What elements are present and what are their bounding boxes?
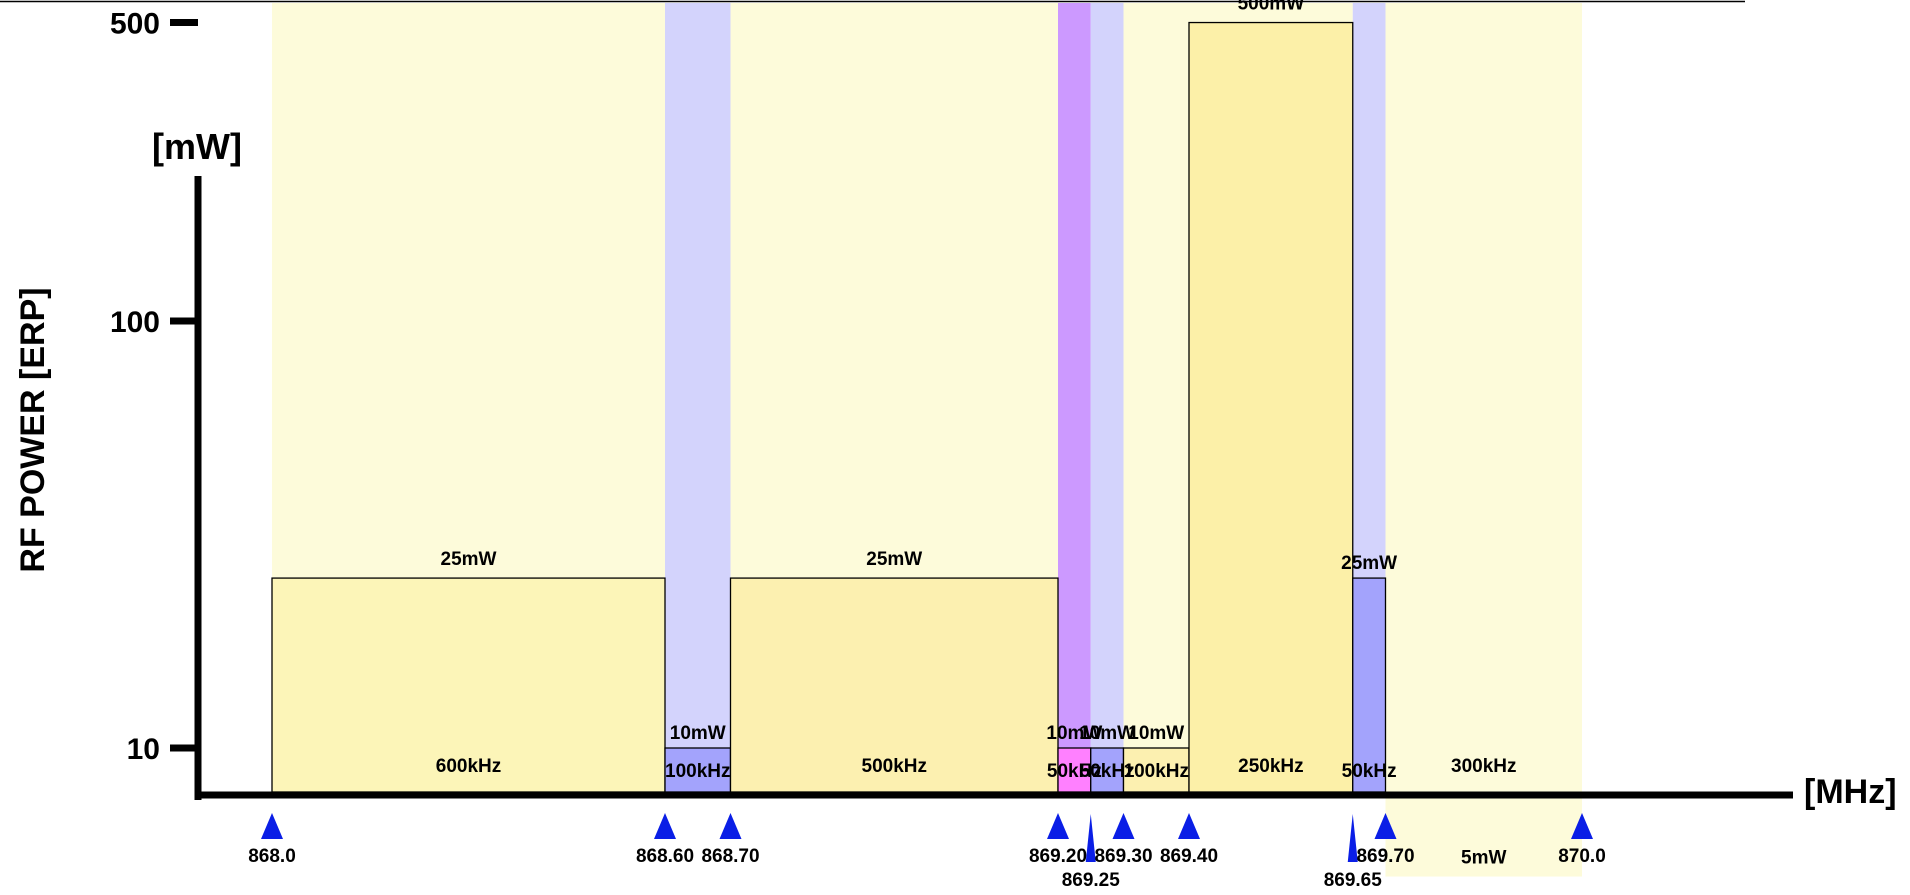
band-background	[1189, 3, 1353, 23]
band-background	[1090, 3, 1124, 748]
band-background	[272, 3, 665, 579]
x-axis-label: [MHz]	[1804, 773, 1897, 811]
x-tick-triangle-marker	[1178, 813, 1200, 839]
bandwidth-label: 100kHz	[1124, 761, 1190, 782]
power-label: 25mW	[866, 549, 922, 570]
band-bar	[1057, 747, 1092, 793]
x-tick-triangle-marker	[1112, 813, 1135, 839]
x-tick-triangle-marker	[261, 813, 283, 839]
y-tick-layer: 10 100 500	[110, 8, 198, 766]
y-tick-label: 500	[110, 8, 160, 41]
power-label: 10mW	[1079, 723, 1135, 744]
band-label-layer: 25mW600kHz10mW100kHz25mW500kHz10mW50kHz1…	[436, 0, 1517, 869]
x-tick-label: 869.40	[1160, 846, 1218, 867]
band-background	[730, 3, 1058, 579]
band-bar	[729, 577, 1059, 793]
bandwidth-label: 100kHz	[665, 761, 731, 782]
x-tick-label: 870.0	[1558, 846, 1606, 867]
x-tick-label: 868.0	[248, 846, 296, 867]
bandwidth-label: 300kHz	[1451, 756, 1517, 777]
band-background	[1058, 3, 1091, 748]
x-tick-label: 869.20	[1029, 846, 1087, 867]
y-tick-label: 10	[127, 733, 160, 766]
bandwidth-label: 600kHz	[436, 756, 502, 777]
band-background	[1385, 3, 1582, 877]
x-tick-triangle-marker	[654, 813, 676, 839]
x-tick-layer: 868.0 868.60 868.70 869.20 869.25 869.30 869.4…	[248, 813, 1606, 891]
band-bar	[1188, 21, 1354, 793]
power-label: 10mW	[1128, 723, 1184, 744]
bandwidth-label: 500kHz	[862, 756, 928, 777]
y-axis-label: RF POWER [ERP]	[14, 287, 52, 572]
bandwidth-label: 50kHz	[1047, 761, 1102, 782]
bandwidth-label: 50kHz	[1080, 761, 1135, 782]
band-bar	[664, 747, 732, 793]
x-tick-triangle-marker	[1374, 813, 1397, 839]
band-bar	[1122, 747, 1190, 793]
x-tick-label: 869.30	[1094, 846, 1152, 867]
x-tick-triangle-marker	[1571, 813, 1593, 839]
bandwidth-label: 250kHz	[1238, 756, 1304, 777]
band-background	[1123, 3, 1189, 748]
band-bar-layer	[271, 21, 1387, 793]
x-tick-label: 869.65	[1324, 870, 1383, 890]
band-bar	[1352, 577, 1387, 793]
axis-layer: [mW] [MHz] RF POWER [ERP]	[14, 126, 1897, 811]
bandwidth-label: 50kHz	[1342, 761, 1397, 782]
x-tick-label: 868.70	[701, 846, 759, 867]
x-tick-spike-marker	[1347, 814, 1358, 862]
x-tick-spike-marker	[1085, 814, 1096, 862]
power-label: 5mW	[1461, 848, 1506, 869]
power-label: 25mW	[441, 549, 497, 570]
x-tick-triangle-marker	[719, 813, 742, 839]
power-label: 25mW	[1341, 553, 1397, 574]
x-tick-label: 869.70	[1356, 846, 1414, 867]
x-tick-label: 869.25	[1062, 870, 1121, 890]
y-tick-label: 100	[110, 306, 160, 339]
power-label: 500mW	[1238, 0, 1305, 15]
power-label: 10mW	[1046, 723, 1102, 744]
band-background	[1352, 3, 1386, 579]
band-bar	[271, 577, 666, 793]
x-tick-triangle-marker	[1047, 813, 1069, 839]
band-background-layer	[272, 3, 1582, 877]
y-unit-label: [mW]	[152, 126, 242, 167]
x-tick-label: 868.60	[636, 846, 694, 867]
power-label: 10mW	[670, 723, 726, 744]
band-background	[665, 3, 731, 748]
